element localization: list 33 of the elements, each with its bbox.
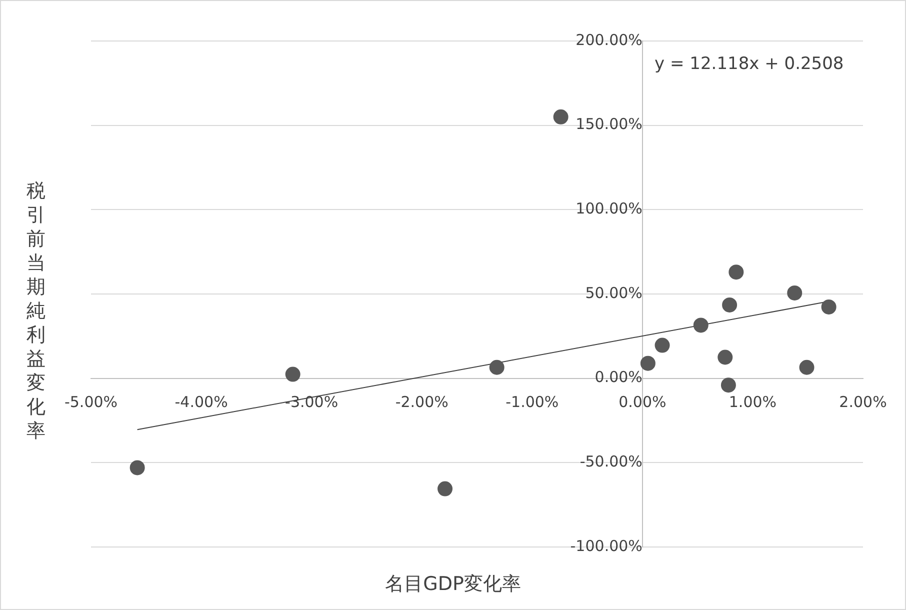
point bbox=[640, 356, 656, 371]
x-tick-label: -3.00% bbox=[285, 393, 338, 412]
point bbox=[787, 285, 802, 300]
text: 税引前当期純利益変化率 bbox=[26, 180, 46, 442]
point bbox=[285, 366, 300, 382]
y-tick-label: 100.00% bbox=[576, 200, 642, 218]
y-tick-label: -50.00% bbox=[580, 452, 642, 471]
x-tick-label: 1.00% bbox=[728, 393, 777, 412]
y-tick-label: 150.00% bbox=[576, 115, 642, 134]
point bbox=[720, 378, 736, 393]
point bbox=[654, 338, 670, 353]
x-tick-label: 2.00% bbox=[839, 393, 887, 412]
point bbox=[799, 360, 814, 375]
x-tick-label: 0.00% bbox=[618, 393, 666, 412]
x-tick-label: -5.00% bbox=[64, 393, 118, 412]
point bbox=[489, 360, 504, 375]
point bbox=[438, 481, 453, 496]
point bbox=[718, 350, 733, 365]
annotation: y = 12.118x + 0.2508 bbox=[654, 54, 844, 74]
point bbox=[693, 318, 708, 333]
point bbox=[553, 109, 568, 124]
point bbox=[728, 264, 744, 280]
point bbox=[722, 297, 738, 312]
y-tick-label: 50.00% bbox=[585, 284, 642, 302]
x-tick-label: -1.00% bbox=[506, 393, 559, 412]
y-tick-label: 0.00% bbox=[594, 368, 642, 386]
y-tick-label: -100.00% bbox=[570, 536, 642, 555]
point bbox=[130, 460, 145, 476]
x-tick-label: -2.00% bbox=[395, 393, 448, 412]
y-tick-label: 200.00% bbox=[576, 30, 642, 49]
x-tick-label: -4.00% bbox=[174, 393, 228, 412]
x-axis-title: 名目GDP変化率 bbox=[384, 572, 522, 597]
point bbox=[821, 299, 836, 314]
